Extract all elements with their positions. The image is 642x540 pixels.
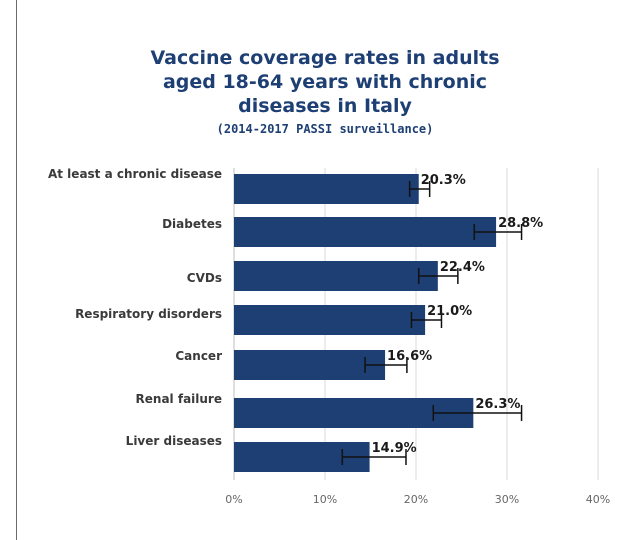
chart-title-line-2: aged 18-64 years with chronic [162,71,488,93]
bar [234,261,438,291]
chart-title-line-1: Vaccine coverage rates in adults [150,47,500,69]
category-label: At least a chronic disease [48,167,222,181]
chart-title-line-3: diseases in Italy [238,95,412,117]
category-label: Diabetes [162,217,222,231]
x-tick-label: 30% [495,493,519,506]
data-label: 20.3% [421,173,466,188]
bar [234,174,419,204]
x-tick-label: 20% [404,493,428,506]
data-label: 22.4% [440,260,485,275]
category-label: Renal failure [136,392,222,406]
data-label: 14.9% [372,441,417,456]
category-label: Liver diseases [126,434,222,448]
bar [234,217,497,247]
left-frame-line [16,0,17,540]
data-label: 26.3% [475,397,520,412]
x-tick-label: 0% [225,493,242,506]
bar [234,305,426,335]
x-tick-label: 40% [586,493,610,506]
chart-title-block: Vaccine coverage rates in adults aged 18… [40,46,610,136]
category-label: Respiratory disorders [75,307,222,321]
category-label: CVDs [187,271,222,285]
x-tick-label: 10% [313,493,337,506]
chart-subtitle: (2014-2017 PASSI surveillance) [216,122,434,136]
data-label: 28.8% [498,216,543,231]
data-label: 21.0% [427,304,472,319]
bar [234,350,386,380]
data-label: 16.6% [387,349,432,364]
category-label: Cancer [175,349,222,363]
